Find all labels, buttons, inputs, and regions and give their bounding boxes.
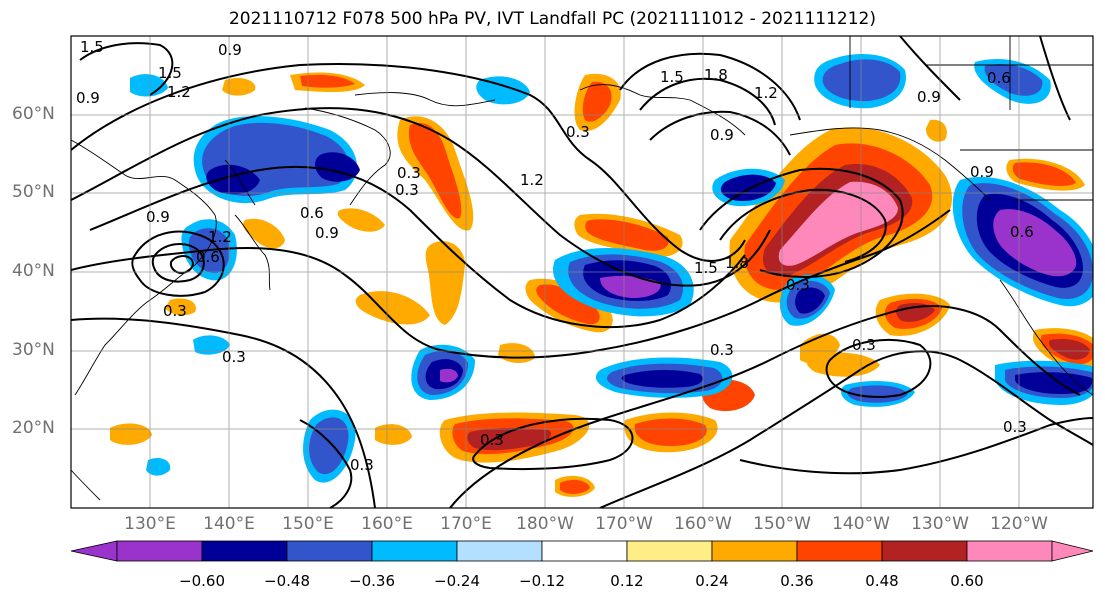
lon-label: 130°E bbox=[124, 514, 176, 534]
contour-label: 0.3 bbox=[395, 181, 419, 199]
colorbar-tick-label: −0.48 bbox=[264, 572, 310, 590]
lon-label: 170°E bbox=[440, 514, 492, 534]
lat-label: 30°N bbox=[12, 340, 55, 360]
lon-label: 160°W bbox=[674, 514, 732, 534]
figure-title: 2021110712 F078 500 hPa PV, IVT Landfall… bbox=[228, 9, 876, 29]
lon-label: 150°W bbox=[753, 514, 811, 534]
contour-label: 0.3 bbox=[397, 164, 421, 182]
colorbar-tick-label: 0.60 bbox=[950, 572, 984, 590]
colorbar-tick-label: −0.36 bbox=[349, 572, 395, 590]
contour-label: 0.3 bbox=[222, 348, 246, 366]
colorbar-tick-label: 0.12 bbox=[610, 572, 644, 590]
lon-label: 140°E bbox=[203, 514, 255, 534]
colorbar-segment bbox=[626, 540, 713, 562]
colorbar-segment bbox=[966, 540, 1053, 562]
negative-anomaly-fill bbox=[130, 54, 1093, 483]
colorbar-segment bbox=[116, 540, 203, 562]
contour-label: 0.3 bbox=[852, 336, 876, 354]
contour-label: 0.6 bbox=[300, 204, 324, 222]
pv-contours bbox=[71, 36, 1093, 508]
lon-label: 160°E bbox=[361, 514, 413, 534]
colorbar-segment bbox=[456, 540, 543, 562]
contour-label: 1.5 bbox=[158, 64, 182, 82]
colorbar-tick-label: 0.36 bbox=[780, 572, 814, 590]
lon-label: 120°W bbox=[990, 514, 1048, 534]
contour-label: 0.9 bbox=[917, 88, 941, 106]
lat-label: 20°N bbox=[12, 418, 55, 438]
contour-label: 1.2 bbox=[167, 83, 191, 101]
lat-label: 50°N bbox=[12, 182, 55, 202]
contour-label: 0.9 bbox=[146, 208, 170, 226]
contour-label: 1.5 bbox=[660, 68, 684, 86]
colorbar-tick-label: −0.24 bbox=[434, 572, 480, 590]
positive-anomaly-fill bbox=[110, 72, 1093, 497]
lat-label: 60°N bbox=[12, 104, 55, 124]
colorbar-segment bbox=[711, 540, 798, 562]
lon-label: 170°W bbox=[595, 514, 653, 534]
colorbar-extend-min bbox=[70, 540, 118, 562]
contour-label: 0.3 bbox=[163, 302, 187, 320]
contour-label: 1.5 bbox=[80, 38, 104, 56]
lon-label: 130°W bbox=[911, 514, 969, 534]
gridlines bbox=[71, 36, 1093, 508]
contour-label: 0.9 bbox=[315, 224, 339, 242]
contour-label: 0.9 bbox=[218, 41, 242, 59]
contour-label: 0.3 bbox=[566, 123, 590, 141]
colorbar-tick-label: −0.60 bbox=[179, 572, 225, 590]
colorbar-segment bbox=[201, 540, 288, 562]
lon-label: 180°W bbox=[516, 514, 574, 534]
contour-label: 1.2 bbox=[208, 228, 232, 246]
colorbar bbox=[70, 540, 1094, 562]
contour-label: 1.2 bbox=[754, 84, 778, 102]
contour-label: 0.6 bbox=[1010, 223, 1034, 241]
colorbar-segment bbox=[541, 540, 628, 562]
contour-label: 1.8 bbox=[725, 254, 749, 272]
colorbar-tick-label: 0.24 bbox=[695, 572, 729, 590]
contour-label: 0.9 bbox=[76, 89, 100, 107]
contour-label: 0.3 bbox=[350, 456, 374, 474]
contour-label: 0.6 bbox=[987, 69, 1011, 87]
contour-label: 0.9 bbox=[710, 126, 734, 144]
lon-label: 140°W bbox=[832, 514, 890, 534]
contour-label: 0.9 bbox=[970, 163, 994, 181]
contour-label: 0.3 bbox=[480, 431, 504, 449]
colorbar-segment bbox=[881, 540, 968, 562]
colorbar-extend-max bbox=[1051, 540, 1094, 562]
colorbar-segment bbox=[286, 540, 373, 562]
contour-label: 0.3 bbox=[1003, 418, 1027, 436]
contour-label: 1.8 bbox=[704, 66, 728, 84]
contour-label: 0.6 bbox=[196, 248, 220, 266]
contour-label: 0.3 bbox=[710, 341, 734, 359]
coastlines bbox=[71, 36, 1093, 501]
lon-label: 150°E bbox=[282, 514, 334, 534]
contour-labels: 1.5 1.5 1.2 0.9 0.9 0.6 0.3 0.9 1.2 0.3 … bbox=[76, 38, 1034, 474]
colorbar-segment bbox=[796, 540, 883, 562]
contour-label: 1.2 bbox=[520, 171, 544, 189]
colorbar-tick-label: 0.48 bbox=[865, 572, 899, 590]
contour-label: 0.3 bbox=[786, 276, 810, 294]
colorbar-segment bbox=[371, 540, 458, 562]
contour-label: 1.5 bbox=[694, 259, 718, 277]
colorbar-tick-label: −0.12 bbox=[519, 572, 565, 590]
map-frame bbox=[70, 35, 1094, 509]
lat-label: 40°N bbox=[12, 261, 55, 281]
